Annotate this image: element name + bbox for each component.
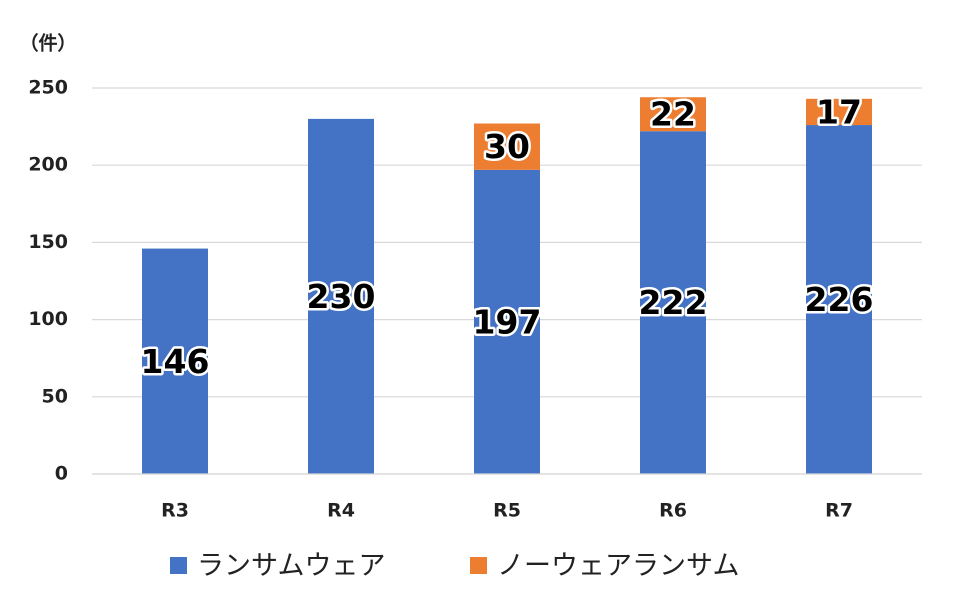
legend-swatch xyxy=(170,557,187,574)
bar-segment xyxy=(474,123,540,170)
bar-segment xyxy=(806,98,872,126)
x-tick-label: R3 xyxy=(161,500,189,522)
bar-segment xyxy=(640,97,706,132)
y-tick-label: 100 xyxy=(28,308,68,330)
bar-segment xyxy=(142,248,208,474)
data-label: 146 xyxy=(141,342,210,381)
bar-segment xyxy=(640,131,706,474)
legend-swatch xyxy=(470,557,487,574)
data-label: 230 xyxy=(307,277,376,316)
y-tick-label: 150 xyxy=(28,231,68,253)
x-tick-label: R7 xyxy=(825,500,853,522)
y-tick-label: 250 xyxy=(28,77,68,99)
data-label: 222 xyxy=(639,283,708,322)
y-tick-label: 50 xyxy=(42,385,68,407)
y-tick-label: 200 xyxy=(28,154,68,176)
y-axis-label: （件） xyxy=(19,32,76,55)
legend-label: ランサムウェア xyxy=(197,551,385,582)
legend-label: ノーウェアランサム xyxy=(497,551,739,582)
bar-segment xyxy=(806,125,872,474)
x-tick-label: R6 xyxy=(659,500,687,522)
data-label: 17 xyxy=(816,92,862,131)
x-tick-label: R4 xyxy=(327,500,355,522)
y-tick-label: 0 xyxy=(55,463,68,485)
bar-segment xyxy=(308,118,374,474)
x-tick-label: R5 xyxy=(493,500,521,522)
data-label: 197 xyxy=(473,302,542,341)
data-label: 226 xyxy=(805,280,874,319)
data-label: 22 xyxy=(650,95,696,134)
bar-segment xyxy=(474,169,540,474)
data-label: 30 xyxy=(484,127,530,166)
